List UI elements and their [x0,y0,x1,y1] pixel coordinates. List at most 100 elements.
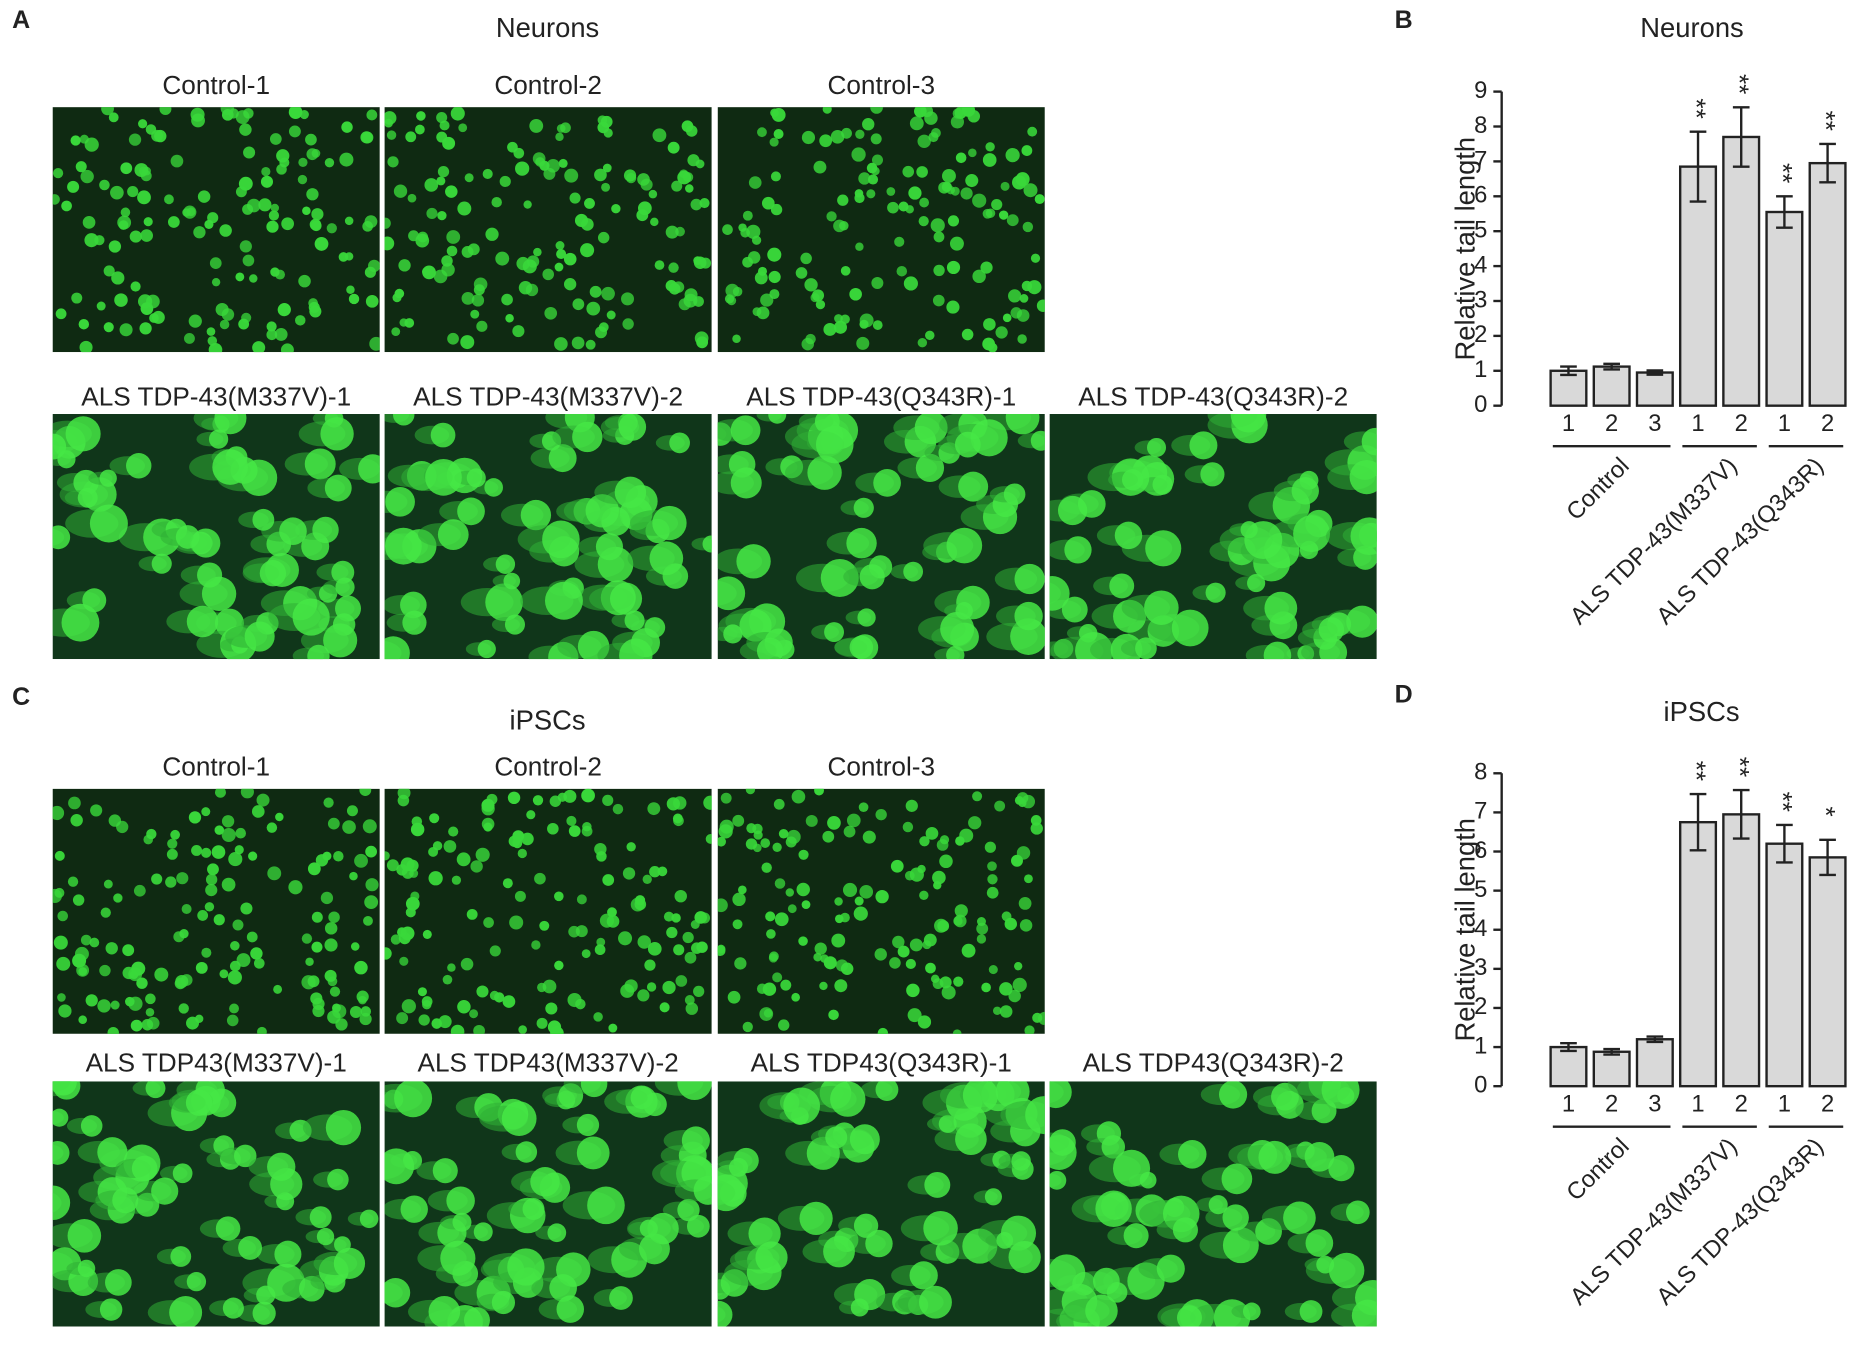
image-label: Control-2 [494,751,602,781]
y-tick-label: 8 [1474,759,1487,786]
y-tick-label: 0 [1474,1071,1487,1098]
micrograph [384,788,712,1034]
group-label: Control [1561,1133,1634,1206]
micrograph [717,414,1045,660]
image-label: ALS TDP-43(Q343R)-1 [746,381,1016,411]
micrograph [52,788,380,1034]
significance-label: ** [1768,792,1798,812]
y-tick-label: 7 [1474,798,1487,825]
image-label: ALS TDP-43(M337V)-1 [81,381,351,411]
image-label: ALS TDP43(M337V)-2 [418,1048,679,1078]
image-label: Control-3 [827,751,935,781]
bar [1549,369,1588,407]
micrograph [384,414,712,660]
bar [1808,856,1847,1088]
chart-title: Neurons [1640,12,1743,43]
x-tick-label: 2 [1821,1090,1834,1117]
micrograph [717,1081,1045,1327]
image-label: Control-3 [827,70,935,100]
bar [1678,820,1718,1088]
y-tick-label: 5 [1474,876,1487,903]
bar [1722,135,1761,407]
micrograph [52,1081,380,1327]
x-tick-label: 1 [1778,1090,1791,1117]
image-label: Control-1 [162,70,270,100]
error-bar [1689,792,1707,852]
x-tick-label: 1 [1691,1090,1704,1117]
image-label: ALS TDP43(M337V)-1 [86,1048,347,1078]
error-bar [1646,1035,1664,1044]
y-axis-label: Relative tail length [1449,818,1480,1042]
error-bar [1776,195,1793,229]
image-label: ALS TDP-43(M337V)-2 [413,381,683,411]
panel-title: Neurons [496,12,599,43]
error-bar [1560,1041,1577,1053]
micrograph [717,107,1045,353]
micrograph [1049,414,1377,660]
panel-title: iPSCs [510,704,586,735]
panel-letter: C [12,683,30,711]
y-tick-label: 6 [1474,837,1487,864]
bar [1592,1050,1631,1088]
micrograph [384,1081,712,1327]
error-bar [1560,365,1577,377]
bar [1765,842,1804,1088]
error-bar [1646,369,1664,376]
y-axis-label: Relative tail length [1449,137,1480,361]
significance-label: ** [1682,761,1712,781]
error-bar [1732,788,1750,840]
error-bar [1776,823,1793,864]
error-bar [1603,1047,1620,1056]
bar [1678,165,1718,407]
significance-label: ** [1682,98,1712,118]
x-tick-label: 1 [1778,410,1791,437]
y-tick-label: 4 [1474,915,1487,942]
y-tick-label: 3 [1474,286,1487,313]
bar [1592,365,1631,407]
y-tick-label: 1 [1474,1032,1487,1059]
image-label: ALS TDP43(Q343R)-2 [1083,1048,1344,1078]
y-tick-label: 2 [1474,321,1487,348]
x-tick-label: 2 [1821,410,1834,437]
x-tick-label: 3 [1648,1090,1661,1117]
x-tick-label: 2 [1735,1090,1748,1117]
x-tick-label: 1 [1562,1090,1575,1117]
group-label: ALS TDP-43(Q343R) [1651,452,1829,630]
image-label: Control-1 [162,751,270,781]
x-tick-label: 1 [1691,410,1704,437]
y-tick-label: 3 [1474,954,1487,981]
bar [1635,371,1674,407]
chart-title: iPSCs [1664,696,1740,727]
image-label: Control-2 [494,70,602,100]
x-tick-label: 2 [1605,1090,1618,1117]
bar [1635,1038,1674,1088]
significance-label: ** [1768,163,1798,183]
micrograph [52,107,380,353]
group-label: ALS TDP-43(Q343R) [1651,1133,1829,1311]
micrograph [1049,1081,1377,1327]
error-bar [1819,838,1836,877]
x-tick-label: 2 [1735,410,1748,437]
micrograph-background [717,788,1045,1034]
image-label: ALS TDP-43(Q343R)-2 [1078,381,1348,411]
bar [1549,1045,1588,1088]
x-tick-label: 1 [1562,410,1575,437]
significance-label: ** [1811,111,1841,131]
error-bar [1732,106,1750,168]
micrograph [52,414,380,660]
y-tick-label: 7 [1474,147,1487,174]
y-tick-label: 8 [1474,112,1487,139]
error-bar [1603,362,1620,371]
y-tick-label: 0 [1474,391,1487,418]
bar [1808,161,1847,407]
panel-letter: A [12,6,30,34]
panel-letter: B [1395,6,1413,34]
y-tick-label: 2 [1474,993,1487,1020]
significance-label: * [1811,806,1841,816]
significance-label: ** [1725,757,1755,777]
significance-label: ** [1725,74,1755,94]
y-tick-label: 1 [1474,356,1487,383]
image-label: ALS TDP43(Q343R)-1 [751,1048,1012,1078]
micrograph [717,788,1045,1034]
error-bar [1819,142,1836,184]
